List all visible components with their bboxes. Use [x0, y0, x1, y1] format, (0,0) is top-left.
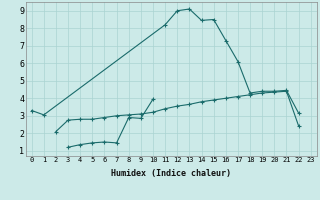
X-axis label: Humidex (Indice chaleur): Humidex (Indice chaleur) [111, 169, 231, 178]
